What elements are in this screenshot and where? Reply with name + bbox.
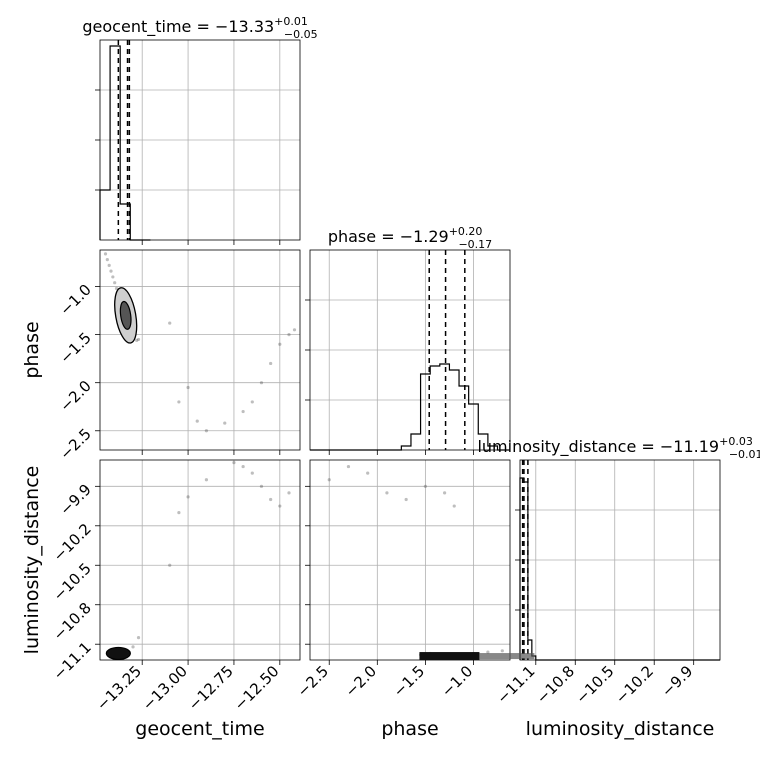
sample-point: [195, 419, 199, 423]
xtick-label-luminosity_distance: −9.9: [658, 662, 696, 700]
sample-point: [327, 478, 331, 482]
sample-point: [250, 400, 254, 404]
sample-point: [131, 645, 135, 649]
panel-frame: [99, 249, 301, 451]
xtick-label-luminosity_distance: −11.1: [493, 662, 538, 707]
xtick-label-geocent_time: −13.00: [139, 662, 191, 714]
ylabel-phase: phase: [21, 321, 43, 378]
sample-point: [223, 421, 227, 425]
sample-point: [136, 636, 141, 640]
panel-phase-geocent_time: −2.5 −2.0 −1.5 −1.0: [56, 249, 301, 463]
panel-titles: geocent_time = −13.33+0.01 −0.05 phase = …: [82, 15, 760, 461]
histogram-geocent_time: [99, 45, 151, 241]
panel-frame: [99, 459, 301, 661]
panel-luminosity_distance-luminosity_distance: −11.1−10.8−10.5−10.2 −9.9: [493, 459, 721, 707]
sample-point: [452, 504, 456, 508]
ytick-label-phase: −1.0: [56, 281, 94, 319]
sample-point: [111, 275, 115, 279]
xlabel-phase: phase: [381, 718, 438, 740]
ytick-label-luminosity_distance: −10.5: [50, 559, 95, 604]
sample-point: [346, 464, 351, 469]
sample-point: [135, 338, 139, 342]
sample-point: [278, 342, 282, 346]
sample-point: [204, 429, 209, 433]
density-core: [105, 646, 131, 661]
sample-point: [186, 495, 190, 499]
panel-frame: [99, 39, 301, 241]
density-core: [419, 652, 480, 661]
sample-point: [105, 258, 109, 262]
ytick-label-luminosity_distance: −9.9: [56, 480, 94, 518]
title-phase: phase = −1.29+0.20 −0.17: [328, 225, 492, 251]
sample-point: [232, 461, 236, 465]
sample-point: [423, 484, 427, 488]
sample-point: [287, 333, 291, 337]
sample-point: [177, 400, 181, 404]
xtick-label-luminosity_distance: −10.8: [533, 662, 578, 707]
sample-point: [287, 491, 291, 495]
histogram-phase: [310, 363, 510, 451]
sample-point: [259, 381, 264, 385]
ytick-label-luminosity_distance: −10.8: [50, 599, 95, 644]
panel-phase-phase: [305, 249, 511, 455]
xtick-label-phase: −1.5: [390, 662, 428, 700]
sample-point: [241, 409, 245, 414]
sample-point: [114, 286, 119, 291]
ytick-label-phase: −1.5: [56, 329, 94, 367]
panel-geocent_time-geocent_time: [95, 39, 301, 245]
sample-point: [385, 491, 389, 495]
xlabel-luminosity-distance: luminosity_distance: [526, 718, 715, 740]
sample-point: [366, 471, 370, 475]
sample-point: [404, 497, 408, 502]
sample-point: [250, 471, 254, 475]
ytick-label-phase: −2.0: [56, 377, 94, 415]
title-luminosity-distance: luminosity_distance = −11.19+0.03 −0.01: [477, 435, 760, 461]
panel-luminosity_distance-phase: −2.5 −2.0 −1.5 −1.0: [294, 459, 535, 701]
ylabel-luminosity-distance: luminosity_distance: [21, 466, 43, 655]
xtick-label-geocent_time: −12.75: [185, 662, 237, 714]
sample-point: [278, 504, 282, 508]
sample-point: [292, 328, 297, 332]
sample-point: [109, 269, 113, 273]
sample-point: [136, 337, 141, 342]
sample-point: [204, 478, 209, 482]
xlabel-geocent-time: geocent_time: [135, 718, 264, 740]
sample-point: [241, 464, 245, 469]
contour-inner: [119, 300, 132, 330]
density-tail: [479, 653, 535, 660]
sample-point: [177, 511, 181, 515]
ytick-label-phase: −2.5: [56, 425, 94, 463]
xtick-label-luminosity_distance: −10.5: [572, 662, 617, 707]
sample-point: [259, 484, 264, 488]
sample-point: [103, 252, 108, 256]
sample-point: [113, 281, 117, 285]
histogram-luminosity_distance: [519, 477, 720, 661]
xtick-label-phase: −2.5: [294, 662, 332, 700]
sample-point: [168, 563, 172, 567]
xtick-label-luminosity_distance: −10.2: [612, 662, 657, 707]
panel-luminosity_distance-geocent_time: −13.25−13.00−12.75−12.50−11.1−10.8−10.5−…: [50, 459, 301, 714]
sample-point: [107, 263, 111, 267]
xtick-label-phase: −2.0: [342, 662, 380, 700]
ytick-label-luminosity_distance: −11.1: [50, 638, 95, 683]
sample-point: [500, 649, 504, 653]
sample-point: [269, 361, 273, 366]
xtick-label-geocent_time: −12.50: [231, 662, 283, 714]
xtick-label-phase: −1.0: [438, 662, 476, 700]
panel-frame: [309, 459, 511, 661]
sample-point: [186, 385, 190, 390]
ytick-label-luminosity_distance: −10.2: [50, 520, 95, 565]
sample-point: [486, 650, 490, 654]
sample-point: [168, 321, 172, 325]
title-geocent-time: geocent_time = −13.33+0.01 −0.05: [82, 15, 317, 41]
xtick-label-geocent_time: −13.25: [93, 662, 145, 714]
sample-point: [269, 497, 273, 502]
sample-point: [443, 491, 447, 495]
panel-frame: [309, 249, 511, 451]
